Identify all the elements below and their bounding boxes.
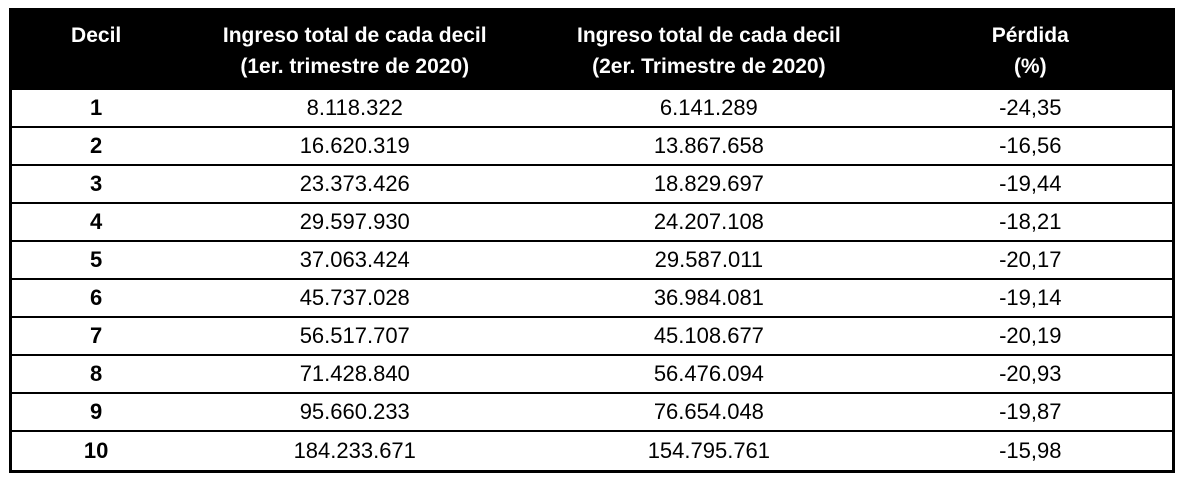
- header-perdida-line2: (%): [1013, 55, 1047, 78]
- decil-cell: 7: [10, 317, 181, 356]
- header-ingreso-t1: Ingreso total de cada decil (1er. trimes…: [180, 9, 530, 90]
- perdida-pct-cell: -15,98: [888, 431, 1174, 472]
- decil-cell: 4: [10, 203, 181, 242]
- perdida-pct-cell: -18,21: [888, 203, 1174, 242]
- table-body: 1 8.118.322 6.141.289 -24,35 2 16.620.319 13.8…: [10, 88, 1174, 472]
- ingreso-t2-cell: 18.829.697: [529, 165, 889, 204]
- header-perdida: Pérdida (%): [888, 9, 1174, 90]
- income-deciles-table: Decil Ingreso total de cada decil (1er. …: [9, 8, 1175, 473]
- table-row: 10 184.233.671 154.795.761 -15,98: [10, 431, 1174, 472]
- ingreso-t1-cell: 23.373.426: [180, 165, 530, 204]
- header-decil: Decil: [10, 9, 181, 90]
- ingreso-t2-cell: 56.476.094: [529, 355, 889, 394]
- header-decil-line1: Decil: [71, 24, 122, 47]
- header-ingreso-t2-line2: (2er. Trimestre de 2020): [592, 55, 826, 78]
- perdida-pct-cell: -20,19: [888, 317, 1174, 356]
- decil-cell: 2: [10, 127, 181, 166]
- decil-cell: 1: [10, 88, 181, 128]
- decil-cell: 3: [10, 165, 181, 204]
- ingreso-t2-cell: 6.141.289: [529, 88, 889, 128]
- ingreso-t1-cell: 184.233.671: [180, 431, 530, 472]
- perdida-pct-cell: -19,44: [888, 165, 1174, 204]
- decil-cell: 10: [10, 431, 181, 472]
- ingreso-t1-cell: 45.737.028: [180, 279, 530, 318]
- header-row: Decil Ingreso total de cada decil (1er. …: [10, 9, 1174, 90]
- decil-cell: 6: [10, 279, 181, 318]
- decil-cell: 9: [10, 393, 181, 432]
- perdida-pct-cell: -19,87: [888, 393, 1174, 432]
- table-row: 7 56.517.707 45.108.677 -20,19: [10, 317, 1174, 356]
- header-ingreso-t1-line2: (1er. trimestre de 2020): [240, 55, 470, 78]
- table-row: 6 45.737.028 36.984.081 -19,14: [10, 279, 1174, 318]
- ingreso-t1-cell: 71.428.840: [180, 355, 530, 394]
- ingreso-t2-cell: 13.867.658: [529, 127, 889, 166]
- perdida-pct-cell: -16,56: [888, 127, 1174, 166]
- table-row: 9 95.660.233 76.654.048 -19,87: [10, 393, 1174, 432]
- table-row: 8 71.428.840 56.476.094 -20,93: [10, 355, 1174, 394]
- ingreso-t1-cell: 8.118.322: [180, 88, 530, 128]
- table-header: Decil Ingreso total de cada decil (1er. …: [10, 9, 1174, 90]
- ingreso-t2-cell: 29.587.011: [529, 241, 889, 280]
- ingreso-t2-cell: 76.654.048: [529, 393, 889, 432]
- header-ingreso-t1-line1: Ingreso total de cada decil: [222, 24, 487, 47]
- header-ingreso-t2: Ingreso total de cada decil (2er. Trimes…: [529, 9, 889, 90]
- ingreso-t1-cell: 56.517.707: [180, 317, 530, 356]
- ingreso-t2-cell: 154.795.761: [529, 431, 889, 472]
- decil-cell: 8: [10, 355, 181, 394]
- table-row: 4 29.597.930 24.207.108 -18,21: [10, 203, 1174, 242]
- ingreso-t2-cell: 45.108.677: [529, 317, 889, 356]
- header-ingreso-t2-line1: Ingreso total de cada decil: [576, 24, 841, 47]
- ingreso-t1-cell: 95.660.233: [180, 393, 530, 432]
- decil-cell: 5: [10, 241, 181, 280]
- perdida-pct-cell: -19,14: [888, 279, 1174, 318]
- income-deciles-table-container: Decil Ingreso total de cada decil (1er. …: [9, 8, 1175, 473]
- ingreso-t1-cell: 37.063.424: [180, 241, 530, 280]
- table-row: 5 37.063.424 29.587.011 -20,17: [10, 241, 1174, 280]
- ingreso-t2-cell: 24.207.108: [529, 203, 889, 242]
- perdida-pct-cell: -20,17: [888, 241, 1174, 280]
- table-row: 3 23.373.426 18.829.697 -19,44: [10, 165, 1174, 204]
- ingreso-t1-cell: 16.620.319: [180, 127, 530, 166]
- perdida-pct-cell: -20,93: [888, 355, 1174, 394]
- perdida-pct-cell: -24,35: [888, 88, 1174, 128]
- table-row: 2 16.620.319 13.867.658 -16,56: [10, 127, 1174, 166]
- ingreso-t2-cell: 36.984.081: [529, 279, 889, 318]
- table-row: 1 8.118.322 6.141.289 -24,35: [10, 88, 1174, 128]
- ingreso-t1-cell: 29.597.930: [180, 203, 530, 242]
- header-perdida-line1: Pérdida: [991, 24, 1069, 47]
